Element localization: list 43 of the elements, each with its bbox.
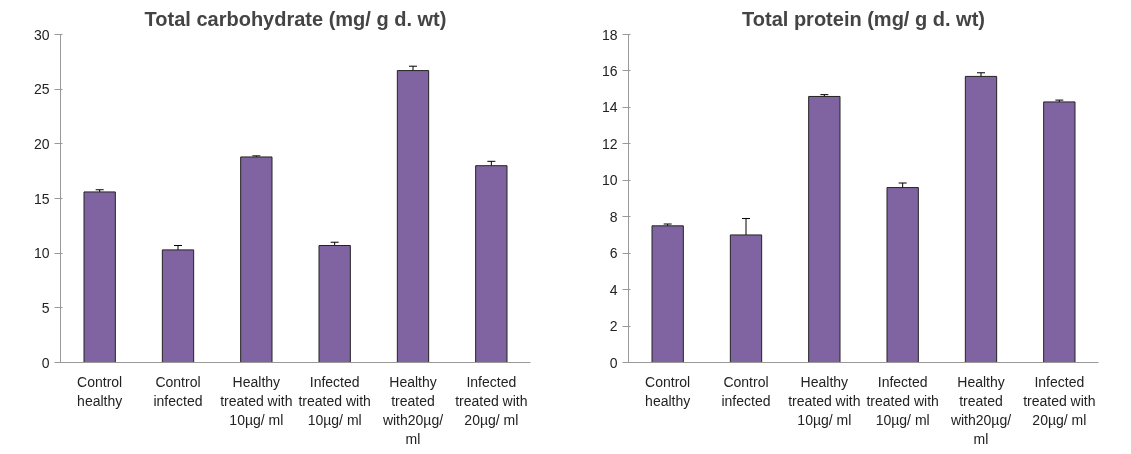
- bar: [475, 165, 508, 363]
- bar: [318, 245, 351, 363]
- y-tick-label: 30: [33, 26, 50, 43]
- y-tick-label: 25: [33, 81, 50, 98]
- bar: [161, 249, 195, 363]
- x-tick-label: Control healthy: [77, 373, 123, 409]
- y-tick-label: 20: [33, 135, 50, 152]
- x-tick-label: Control healthy: [645, 373, 691, 409]
- y-tick-label: 16: [601, 62, 618, 79]
- y-tick-label: 8: [609, 208, 618, 225]
- y-tick-label: 0: [41, 354, 50, 371]
- x-tick-label: Infected treated with 20µg/ ml: [1023, 373, 1096, 428]
- bar: [808, 95, 841, 363]
- y-tick-label: 15: [33, 190, 50, 207]
- y-tick-label: 5: [41, 299, 50, 316]
- y-tick-label: 4: [609, 281, 618, 298]
- bar: [729, 234, 763, 363]
- y-tick-label: 14: [601, 99, 618, 116]
- x-tick-label: Control infected: [153, 373, 203, 409]
- y-tick-label: 2: [609, 318, 618, 335]
- y-tick-label: 10: [601, 172, 618, 189]
- bar: [964, 75, 998, 363]
- bar: [1043, 101, 1076, 363]
- bar: [240, 156, 273, 363]
- x-tick-label: Infected treated with 10µg/ ml: [298, 373, 371, 428]
- x-tick-label: Healthy treated with 10µg/ ml: [220, 373, 293, 428]
- x-tick-label: Infected treated with 20µg/ ml: [455, 373, 528, 428]
- bar: [396, 70, 430, 363]
- x-tick-label: Control infected: [721, 373, 771, 409]
- y-tick-label: 6: [609, 245, 618, 262]
- y-tick-label: 10: [33, 245, 50, 262]
- x-tick-label: Healthy treated with20µg/ ml: [381, 373, 444, 448]
- x-tick-label: Healthy treated with20µg/ ml: [949, 373, 1012, 448]
- x-tick-label: Healthy treated with 10µg/ ml: [788, 373, 861, 428]
- y-tick-label: 18: [601, 26, 618, 43]
- bar: [886, 187, 919, 363]
- y-tick-label: 12: [601, 135, 618, 152]
- bar: [83, 191, 116, 363]
- chart-title: Total carbohydrate (mg/ g d. wt): [144, 7, 447, 30]
- x-tick-label: Infected treated with 10µg/ ml: [866, 373, 939, 428]
- chart-title: Total protein (mg/ g d. wt): [742, 7, 985, 30]
- y-tick-label: 0: [609, 354, 618, 371]
- bar: [651, 225, 684, 363]
